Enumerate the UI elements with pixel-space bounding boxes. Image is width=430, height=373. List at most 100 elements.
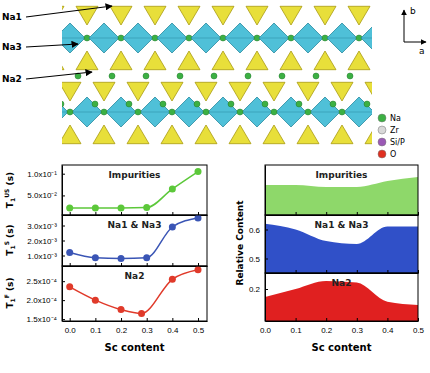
x-axis-line [266, 321, 419, 322]
x-tick-mark [387, 318, 388, 321]
tetrahedron [263, 82, 285, 101]
y-tick: 5.0x10⁻² [27, 191, 65, 200]
octahedron-edge [89, 38, 119, 39]
x-tick-label: 0.4 [167, 326, 179, 335]
y-axis: 1.0x10⁻³2.0x10⁻³3.0x10⁻³ [27, 216, 65, 267]
tetrahedron [195, 125, 217, 144]
octahedron-edge [293, 38, 323, 39]
x-tick-label: 0.4 [382, 326, 394, 335]
y-axis-title: T1S (s) [3, 224, 16, 255]
tetrahedron [348, 51, 370, 70]
na-atom [347, 73, 353, 79]
x-tick-mark [172, 318, 173, 321]
octahedron-edge [344, 112, 372, 113]
x-axis-line [63, 321, 208, 322]
y-tick-mark [265, 230, 268, 231]
legend-label: Zr [390, 126, 399, 135]
x-tick: 0.4 [167, 318, 179, 335]
point [92, 205, 99, 212]
tetrahedron [178, 6, 200, 25]
octahedron [259, 23, 289, 53]
tetrahedron [144, 6, 166, 25]
panel-title: Impurities [109, 170, 161, 180]
tetrahedron [110, 6, 132, 25]
na-atom [109, 73, 115, 79]
y-tick-label: 2.0x10⁻⁴ [27, 296, 58, 305]
y-tick: 1.0x10⁻¹ [27, 170, 65, 179]
y-tick-mark [62, 174, 65, 175]
x-axis-title: Sc content [105, 342, 165, 353]
site-label: Na3 [2, 42, 22, 52]
x-tick-label: 0.5 [193, 326, 205, 335]
tetrahedron [331, 125, 353, 144]
tetrahedron [297, 82, 319, 101]
octahedron-edge [174, 112, 204, 113]
y-tick: 0.6 [249, 226, 268, 235]
legend-label: Si/P [390, 138, 405, 147]
y-tick: 2.0x10⁻³ [27, 237, 65, 246]
tetrahedron [348, 6, 370, 25]
frame [265, 165, 418, 215]
tetrahedron [62, 82, 81, 101]
tetrahedron [178, 51, 200, 70]
tetrahedron [93, 82, 115, 101]
point [66, 283, 73, 290]
legend-swatch [378, 138, 386, 146]
na-atom [143, 73, 149, 79]
panel: 1.0x10⁻³2.0x10⁻³3.0x10⁻³Na1 & Na3T1S (s) [3, 215, 208, 267]
site-arrow [26, 44, 78, 47]
na-atom [169, 109, 175, 115]
octahedron [327, 23, 357, 53]
y-tick-label: 1.5x10⁻⁴ [27, 315, 58, 324]
x-tick: 0.0 [65, 318, 77, 335]
y-axis-line [265, 216, 266, 274]
y-axis-line [62, 267, 63, 322]
x-tick-label: 0.0 [260, 326, 272, 335]
octahedron [208, 97, 238, 127]
octahedron-edge [208, 112, 238, 113]
na-atom [194, 101, 200, 107]
y-tick-label: 0.5 [249, 255, 261, 264]
frame [265, 215, 418, 273]
octahedron [62, 23, 85, 53]
y-axis-title: T1US (s) [3, 172, 16, 208]
octahedron-edge [157, 38, 187, 39]
frame [62, 215, 207, 266]
octahedron-edge [310, 112, 340, 113]
point [118, 306, 125, 313]
na-atom [101, 109, 107, 115]
y-axis-line [265, 274, 266, 322]
octahedron-edge [327, 38, 357, 39]
octahedron [106, 97, 136, 127]
y-tick: 1.0x10⁻³ [27, 252, 65, 261]
frame [62, 266, 207, 321]
x-tick-label: 0.3 [142, 326, 154, 335]
tetrahedron [76, 51, 98, 70]
legend-swatch [378, 114, 386, 122]
y-axis-line [265, 166, 266, 216]
point [118, 255, 125, 262]
octahedron-edge [140, 112, 170, 113]
na-atom [339, 109, 345, 115]
na-atom [364, 101, 370, 107]
panel: 0.00.10.20.30.40.51.5x10⁻⁴2.0x10⁻⁴2.5x10… [3, 266, 208, 353]
x-tick-label: 0.1 [291, 326, 303, 335]
tetrahedron [314, 51, 336, 70]
y-tick-label: 5.0x10⁻² [27, 191, 57, 200]
x-tick-mark [326, 318, 327, 321]
tetrahedron [161, 82, 183, 101]
x-tick: 0.3 [352, 318, 364, 335]
point [92, 254, 99, 261]
na-atom [262, 101, 268, 107]
x-tick-label: 0.3 [352, 326, 364, 335]
y-tick: 1.5x10⁻⁴ [27, 315, 65, 324]
y-axis: 0.5 0.6 [249, 216, 268, 274]
x-tick-label: 0.0 [65, 326, 77, 335]
na-atom [135, 109, 141, 115]
octahedron-edge [106, 112, 136, 113]
x-tick-mark [296, 318, 297, 321]
na-atom [279, 73, 285, 79]
y-tick-label: 1.0x10⁻³ [27, 252, 57, 261]
point [169, 276, 176, 283]
y-axis: 0.2 [249, 274, 268, 322]
